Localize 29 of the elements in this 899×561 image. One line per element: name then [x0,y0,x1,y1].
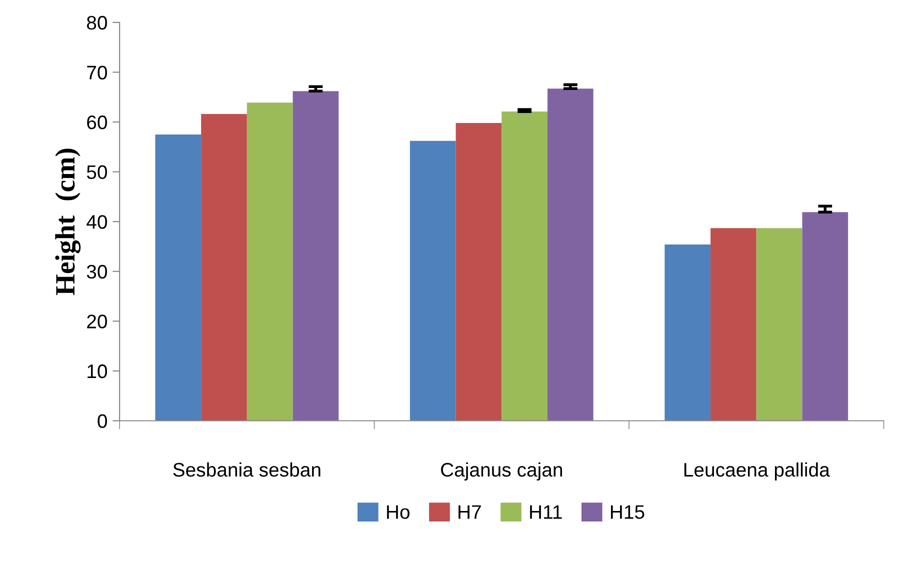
bar [246,102,293,421]
y-tick-label: 80 [86,16,108,30]
bar [502,112,548,421]
y-tick-label: 0 [98,414,107,428]
y-tick-label: 10 [88,364,108,378]
bar [664,244,711,421]
y-tick-label: 50 [86,165,108,180]
y-tick-label: 60 [87,115,108,130]
bar [410,140,456,421]
y-tick-label: 20 [87,314,108,328]
legend-label: Ho [387,505,410,519]
bar [802,212,848,421]
legend-label: H15 [610,505,644,519]
bar [155,134,202,421]
bar [547,88,594,421]
y-tick-label: 40 [86,215,108,229]
x-tick-label: Cajanus cajan [441,462,562,481]
x-tick-label: Leucaena pallida [684,462,830,481]
bar [756,228,802,421]
legend-label: H11 [530,505,562,519]
x-tick-label: Sesbania sesban [173,462,320,477]
y-tick-label: 70 [87,66,108,80]
legend-label: H7 [458,505,481,519]
bar [292,91,339,421]
y-axis-title: Height (cm) [55,148,81,296]
bar [456,123,502,421]
bar [710,228,756,421]
bar [201,114,247,421]
y-tick-label: 30 [86,264,108,279]
